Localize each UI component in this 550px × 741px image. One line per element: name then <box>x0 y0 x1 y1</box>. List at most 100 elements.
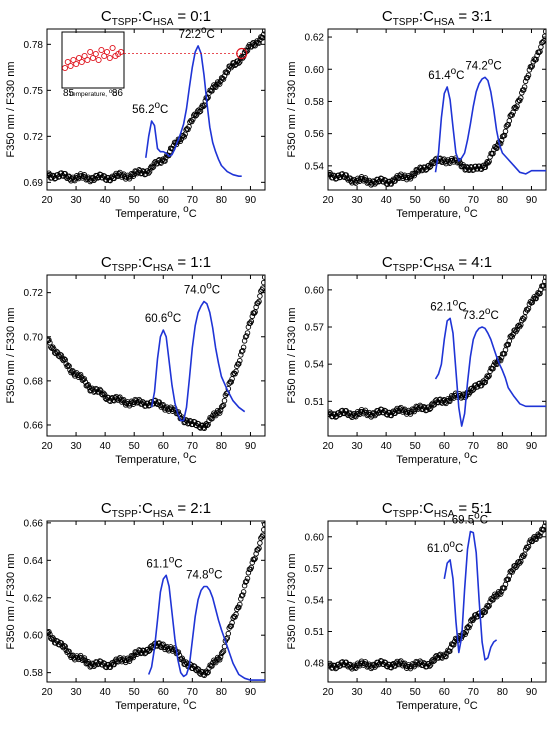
plot-area <box>47 29 265 185</box>
x-tick-label: 40 <box>100 195 112 206</box>
y-axis-title: F350 nm / F330 nm <box>286 308 298 404</box>
ratio-point <box>542 278 546 285</box>
ratio-point <box>509 333 515 340</box>
ratio-point <box>62 170 68 177</box>
peak-label: 60.6oC <box>145 309 181 325</box>
ratio-point <box>253 304 259 310</box>
x-tick-label: 60 <box>439 441 451 452</box>
plot-area <box>47 275 265 432</box>
ratio-point <box>57 351 64 358</box>
ratio-point <box>146 168 153 175</box>
ratio-point <box>248 318 255 325</box>
ratio-point <box>537 533 543 539</box>
ratio-point <box>464 624 470 631</box>
ratio-point <box>209 88 215 94</box>
peak-label: 69.5oC <box>452 511 488 527</box>
peak-label: 73.2oC <box>463 306 499 322</box>
y-axis-title: F350 nm / F330 nm <box>5 308 17 404</box>
y-tick-label: 0.72 <box>24 288 44 299</box>
x-tick-label: 30 <box>71 195 83 206</box>
ratio-point <box>251 310 257 316</box>
y-tick-label: 0.70 <box>24 332 44 343</box>
ratio-point <box>541 527 546 533</box>
ratio-point <box>241 582 248 589</box>
ratio-point <box>343 172 349 178</box>
ratio-point <box>217 654 224 660</box>
ratio-point <box>81 376 88 382</box>
ratio-point <box>196 109 203 115</box>
ratio-point <box>261 29 265 34</box>
x-tick-label: 90 <box>526 195 538 206</box>
ratio-point <box>501 585 508 591</box>
ratio-point <box>427 405 434 411</box>
ratio-point <box>261 31 265 38</box>
ratio-point <box>510 331 516 338</box>
ratio-point <box>150 164 157 170</box>
ratio-point <box>427 662 434 668</box>
y-tick-label: 0.58 <box>305 97 325 108</box>
x-tick-label: 70 <box>187 195 199 206</box>
peak-label: 74.2oC <box>465 56 501 72</box>
inset-point <box>101 52 108 60</box>
ratio-point <box>514 327 520 333</box>
x-tick-label: 20 <box>41 441 53 452</box>
x-tick-label: 20 <box>41 687 53 698</box>
ratio-point <box>145 170 152 176</box>
ratio-point <box>494 145 500 152</box>
inset-x-axis-title: Temperature, oC <box>69 88 118 98</box>
y-tick-label: 0.58 <box>24 668 44 679</box>
x-tick-label: 70 <box>468 195 480 206</box>
x-axis-title: Temperature, oC <box>396 450 477 466</box>
x-tick-label: 40 <box>381 195 393 206</box>
ratio-point <box>237 357 243 364</box>
ratio-point <box>117 394 123 400</box>
ratio-point <box>261 275 265 280</box>
y-tick-label: 0.57 <box>305 323 325 334</box>
ratio-point <box>497 591 504 597</box>
ratio-point <box>101 391 108 398</box>
inset-point <box>109 44 116 52</box>
inset-frame <box>61 31 125 89</box>
x-tick-label: 20 <box>322 441 334 452</box>
ratio-point <box>236 604 242 611</box>
inset-point <box>98 46 105 54</box>
x-tick-label: 20 <box>41 195 53 206</box>
ratio-point <box>484 159 490 165</box>
x-axis-title: Temperature, oC <box>115 450 196 466</box>
plot-area <box>328 521 546 672</box>
x-tick-label: 90 <box>245 441 257 452</box>
derivative-series <box>443 530 498 661</box>
chart-panel-2: 20 30 40 50 60 70 80 90 0.54 0.56 0.58 0.60 0.62 CTSP… <box>286 8 547 220</box>
panel-title: CTSPP:CHSA = 0:1 <box>101 8 211 28</box>
x-tick-label: 70 <box>468 441 480 452</box>
x-tick-label: 50 <box>129 687 141 698</box>
ratio-point <box>256 545 262 551</box>
x-tick-label: 30 <box>352 441 364 452</box>
panel-title: CTSPP:CHSA = 5:1 <box>382 500 492 520</box>
ratio-point <box>485 374 491 380</box>
y-tick-label: 0.69 <box>24 178 44 189</box>
ratio-point <box>244 330 251 336</box>
x-tick-label: 60 <box>439 687 451 698</box>
ratio-point <box>209 663 215 669</box>
y-tick-label: 0.72 <box>24 132 44 143</box>
ratio-point <box>251 556 257 563</box>
ratio-point <box>77 371 84 378</box>
ratio-point <box>482 379 489 385</box>
ratio-point <box>255 300 261 306</box>
ratio-point <box>233 368 239 375</box>
plot-frame <box>327 274 547 437</box>
y-tick-label: 0.62 <box>305 33 325 44</box>
ratio-point <box>426 164 433 170</box>
ratio-point <box>533 295 539 302</box>
y-tick-label: 0.54 <box>305 595 325 606</box>
plot-frame <box>46 520 266 683</box>
ratio-point <box>216 657 223 663</box>
inset-point <box>84 56 91 64</box>
ratio-point <box>529 299 536 306</box>
ratio-point <box>244 575 251 582</box>
ratio-point <box>447 398 453 405</box>
inset-point <box>70 56 77 64</box>
